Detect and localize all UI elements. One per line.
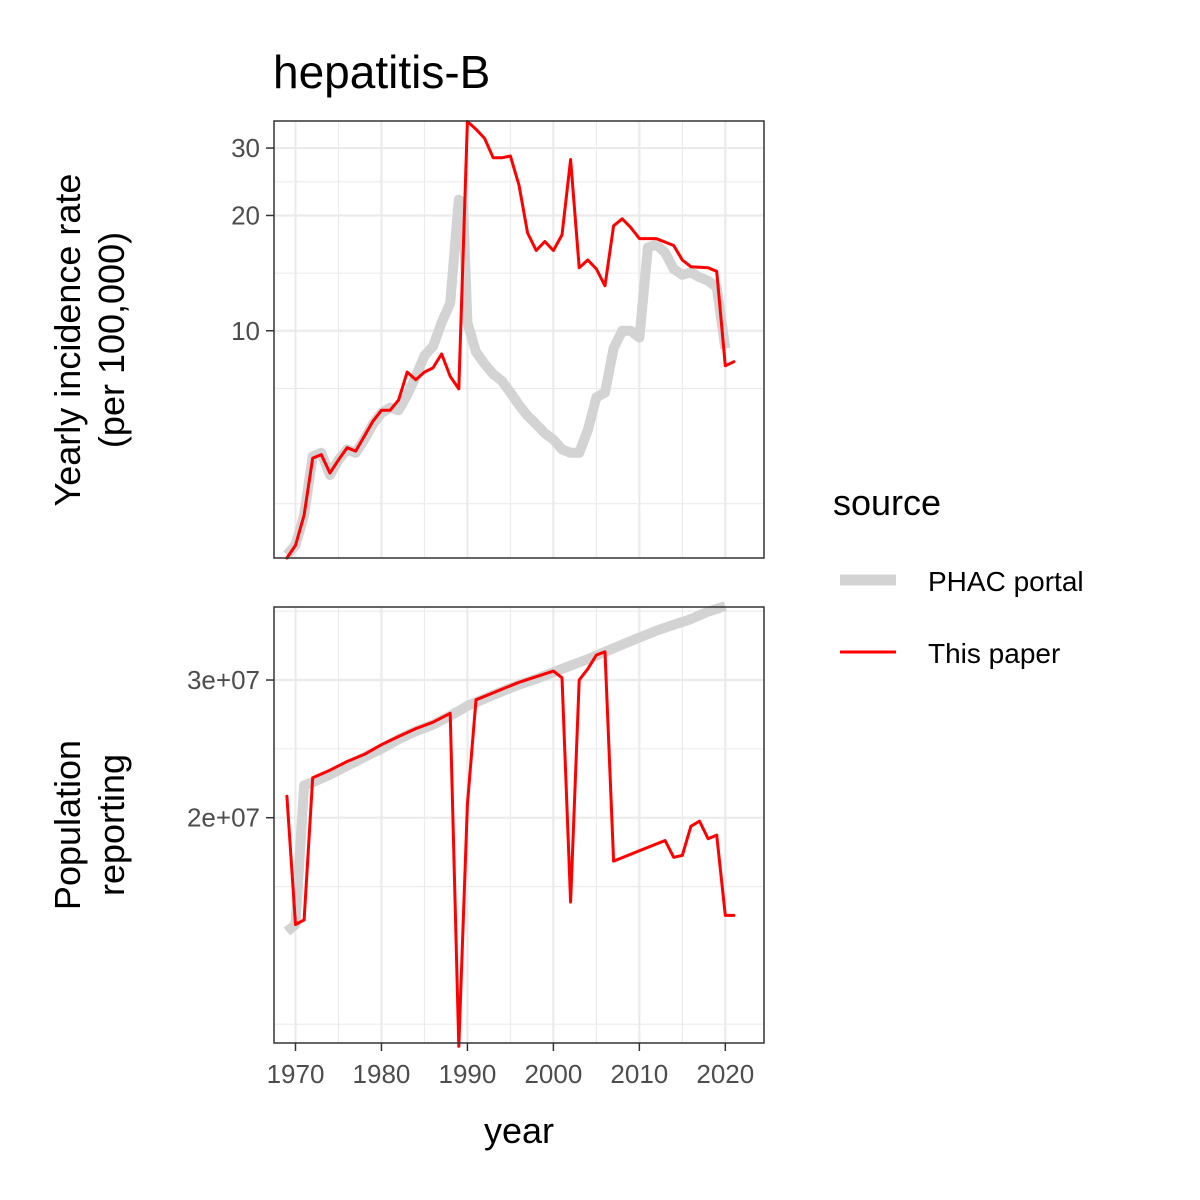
population-series-phac-portal-line (283, 601, 727, 936)
x-tick-label: 2020 (696, 1059, 754, 1089)
incidence-y-axis-label-line2: (per 100,000) (91, 232, 132, 448)
population-y-axis: 2e+07 3e+07 (187, 665, 274, 833)
x-axis: 1970 1980 1990 2000 2010 2020 (267, 1043, 754, 1089)
incidence-y-axis: 10 20 30 (231, 133, 274, 346)
x-tick-label: 2010 (610, 1059, 668, 1089)
x-tick-label: 1980 (353, 1059, 411, 1089)
incidence-y-axis-label-line1: Yearly incidence rate (47, 174, 88, 507)
legend-label-this-paper: This paper (928, 638, 1060, 669)
x-tick-label: 2000 (524, 1059, 582, 1089)
population-y-tick-label: 2e+07 (187, 803, 260, 833)
incidence-y-tick-label: 20 (231, 200, 260, 230)
population-series (283, 601, 736, 1048)
x-tick-label: 1970 (267, 1059, 325, 1089)
x-axis-label: year (484, 1110, 554, 1151)
incidence-series-this-paper-line (285, 120, 736, 560)
legend: source PHAC portal This paper (833, 482, 1084, 669)
legend-title: source (833, 482, 941, 523)
incidence-y-tick-label: 30 (231, 133, 260, 163)
incidence-panel-border (273, 120, 765, 559)
population-series-this-paper-line (285, 650, 736, 1048)
population-panel-border (273, 606, 765, 1044)
incidence-panel: 10 20 30 (231, 120, 765, 560)
incidence-series (283, 120, 736, 560)
population-y-axis-label-line2: reporting (91, 754, 132, 896)
population-y-axis-label-line1: Population (47, 740, 88, 910)
chart-title: hepatitis-B (273, 46, 490, 98)
population-panel: 2e+07 3e+07 (187, 601, 765, 1048)
x-tick-label: 1990 (438, 1059, 496, 1089)
incidence-y-tick-label: 10 (231, 316, 260, 346)
legend-label-phac-portal: PHAC portal (928, 566, 1084, 597)
population-y-tick-label: 3e+07 (187, 665, 260, 695)
